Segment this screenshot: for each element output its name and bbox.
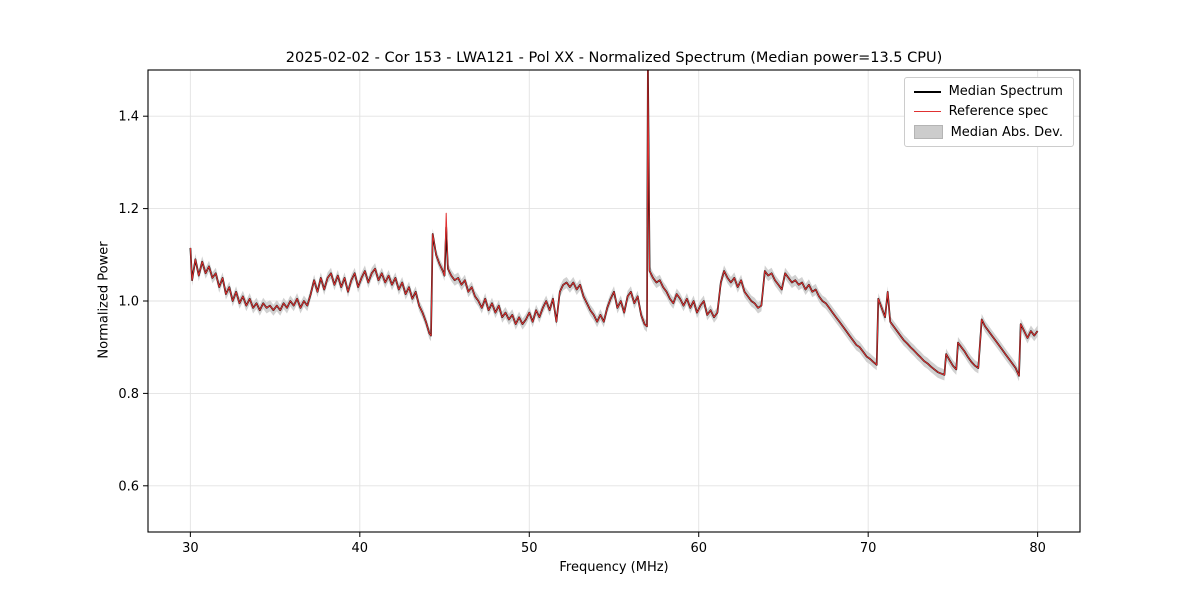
legend-item-reference-spec: Reference spec (913, 104, 1063, 119)
legend-line-sample-reference (913, 110, 941, 113)
legend-label-median-abs-dev: Median Abs. Dev. (950, 124, 1063, 140)
svg-text:30: 30 (182, 541, 199, 556)
svg-text:50: 50 (521, 541, 538, 556)
svg-text:40: 40 (352, 541, 369, 556)
svg-text:1.2: 1.2 (118, 202, 139, 217)
legend-line-sample-median (913, 90, 941, 93)
svg-text:0.8: 0.8 (118, 387, 139, 402)
chart-title: 2025-02-02 - Cor 153 - LWA121 - Pol XX -… (285, 50, 943, 66)
legend-label-reference-spec: Reference spec (948, 104, 1049, 119)
legend-item-median-spectrum: Median Spectrum (913, 84, 1063, 99)
svg-text:1.4: 1.4 (118, 110, 139, 125)
svg-text:0.6: 0.6 (118, 479, 139, 494)
svg-text:60: 60 (690, 541, 707, 556)
legend: Median Spectrum Reference spec Median Ab… (903, 77, 1074, 147)
legend-patch-sample-mad (913, 125, 943, 139)
svg-text:80: 80 (1029, 541, 1046, 556)
legend-label-median-spectrum: Median Spectrum (948, 84, 1063, 99)
legend-item-median-abs-dev: Median Abs. Dev. (913, 124, 1063, 140)
x-axis-label: Frequency (MHz) (559, 560, 669, 575)
svg-text:70: 70 (860, 541, 877, 556)
y-axis-label: Normalized Power (96, 241, 112, 359)
svg-text:1.0: 1.0 (118, 295, 139, 310)
